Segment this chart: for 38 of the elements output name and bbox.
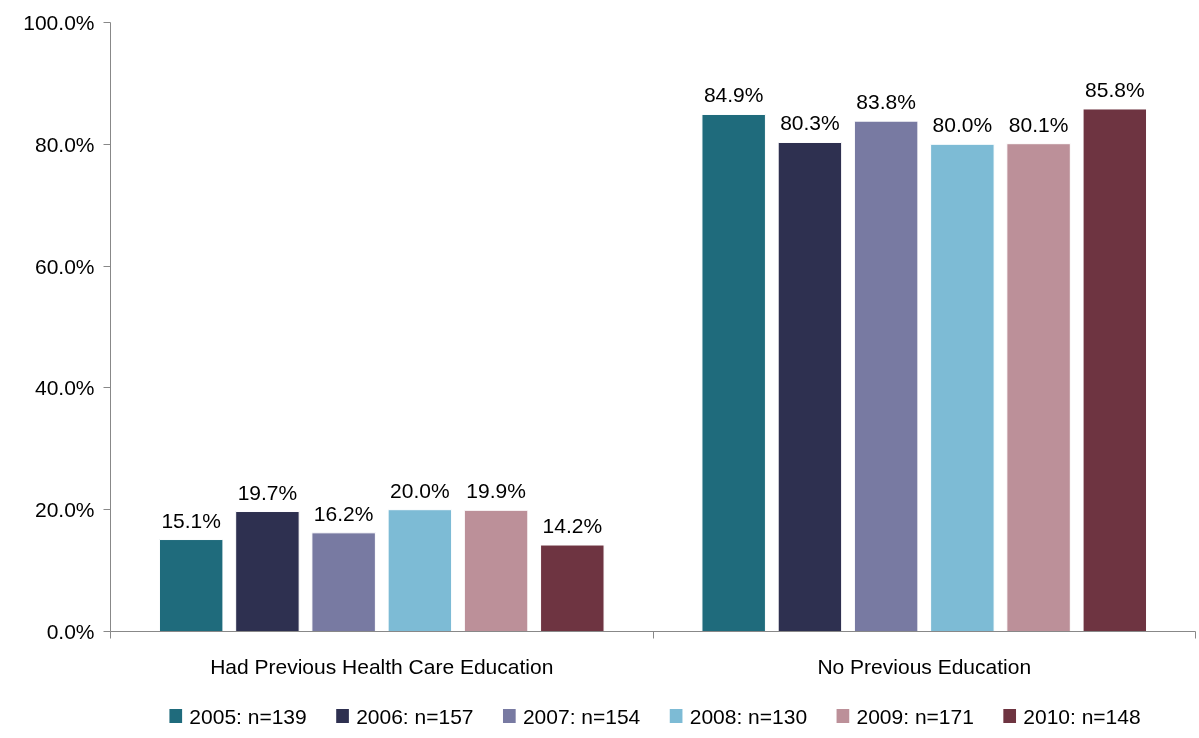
bar [158, 539, 224, 632]
legend-label: 2008: n=130 [689, 704, 808, 728]
bar [1082, 108, 1148, 632]
bar [463, 509, 529, 632]
data-label: 19.7% [237, 480, 298, 504]
y-tick-label: 0.0% [46, 620, 95, 643]
data-label: 16.2% [313, 501, 374, 525]
bar [701, 113, 766, 632]
legend-label: 2005: n=139 [189, 704, 307, 728]
y-tick-label: 80.0% [34, 132, 95, 156]
legend-label: 2007: n=154 [522, 704, 641, 728]
legend-label: 2010: n=148 [1023, 704, 1141, 728]
x-tick-label: Had Previous Health Care Education [210, 654, 554, 678]
y-tick-label: 60.0% [34, 254, 95, 278]
data-label: 84.9% [703, 83, 764, 107]
bar [853, 120, 919, 632]
legend-label: 2009: n=171 [856, 704, 974, 728]
bar [311, 532, 376, 632]
y-tick-label: 20.0% [34, 498, 95, 522]
data-label: 19.9% [466, 479, 526, 503]
y-tick-label: 100.0% [23, 11, 95, 34]
bar [1006, 143, 1071, 632]
legend-label: 2006: n=157 [356, 704, 474, 728]
x-tick-label: No Previous Education [817, 654, 1032, 678]
data-label: 15.1% [161, 508, 221, 532]
data-label: 20.0% [390, 478, 450, 502]
bar [540, 544, 605, 632]
data-label: 80.1% [1008, 112, 1069, 136]
data-label: 85.8% [1085, 77, 1145, 101]
data-label: 14.2% [542, 514, 603, 538]
bar [930, 143, 995, 632]
y-tick-label: 40.0% [34, 376, 95, 400]
data-label: 80.0% [932, 113, 993, 137]
bar [777, 141, 843, 632]
bar [235, 511, 300, 632]
data-label: 80.3% [780, 111, 840, 135]
bar [387, 509, 453, 632]
data-label: 83.8% [856, 90, 916, 114]
